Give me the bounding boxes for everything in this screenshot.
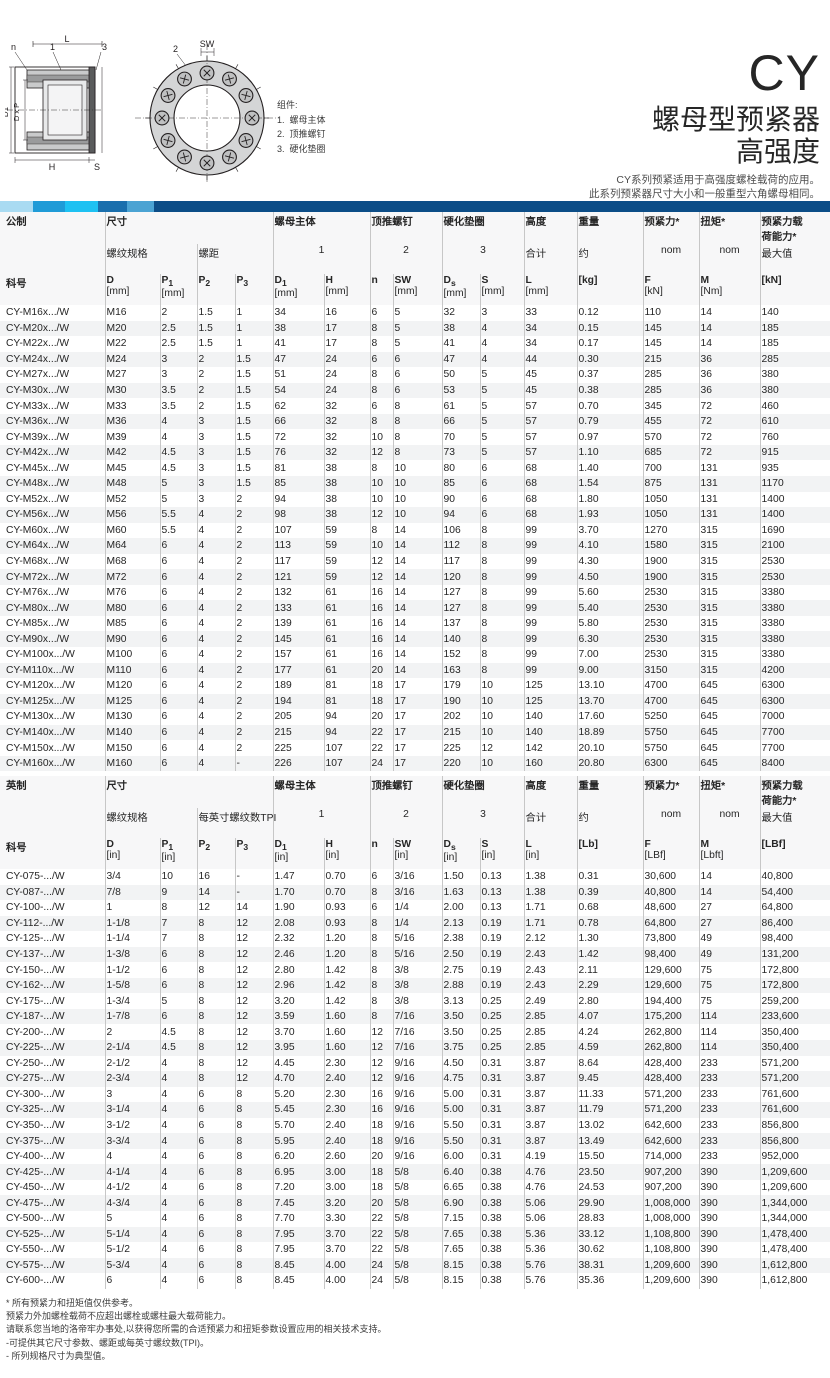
svg-text:S: S	[94, 162, 100, 172]
svg-text:SW: SW	[200, 39, 215, 49]
svg-text:L: L	[64, 34, 69, 44]
svg-text:n: n	[11, 42, 16, 52]
svg-text:H: H	[49, 162, 56, 172]
svg-text:1: 1	[50, 42, 55, 52]
svg-text:D1: D1	[5, 106, 10, 117]
svg-text:3: 3	[102, 42, 107, 52]
svg-text:2: 2	[173, 44, 178, 54]
svg-text:D x P: D x P	[12, 103, 21, 121]
